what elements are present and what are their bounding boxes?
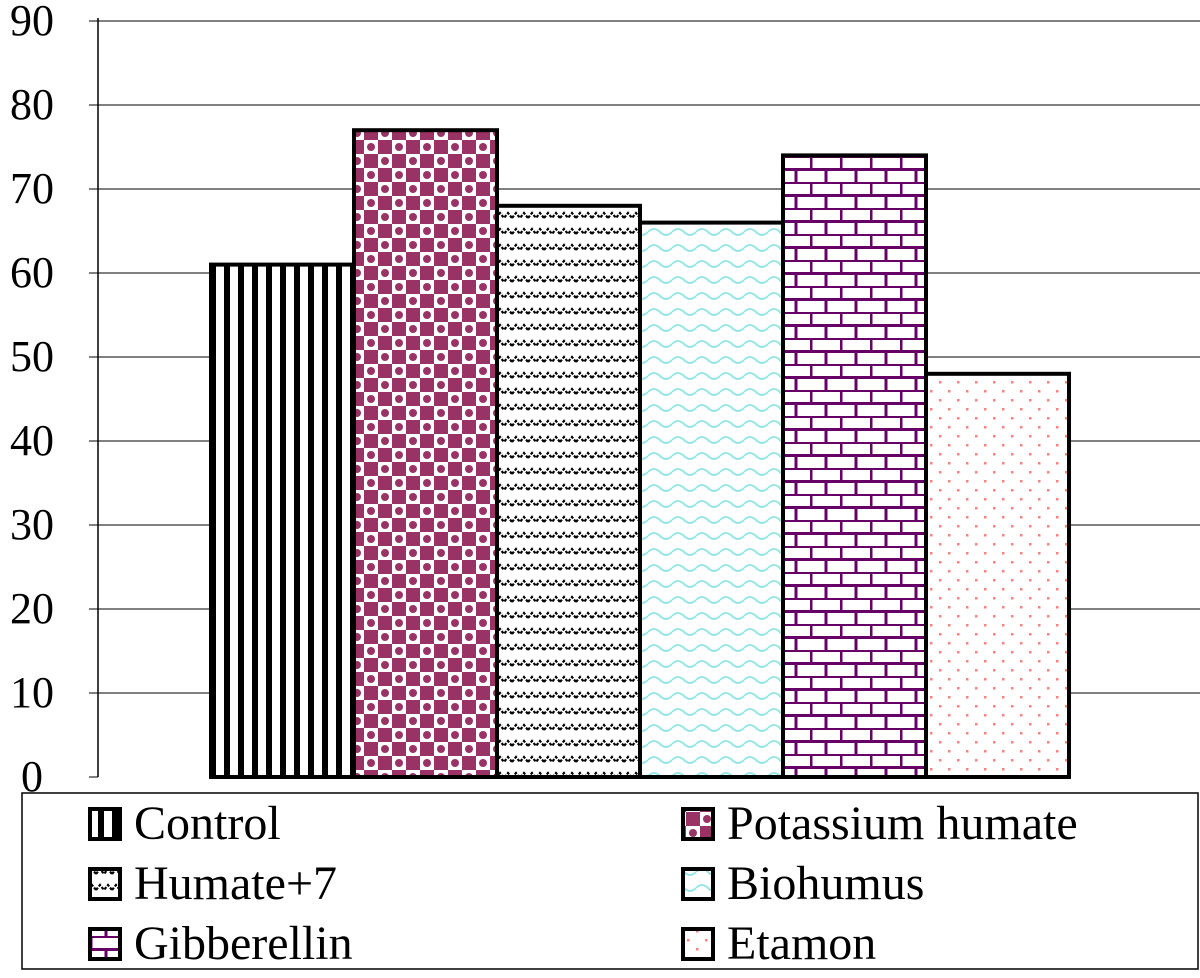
- legend-label: Biohumus: [727, 857, 924, 910]
- legend-swatch: [681, 927, 715, 961]
- legend-label: Humate+7: [134, 857, 337, 910]
- legend-box: [21, 792, 1199, 970]
- bar-control: [209, 262, 356, 780]
- legend-label: Control: [134, 797, 281, 850]
- legend: Control Potassium humate Humate+7 Biohumus G…: [21, 792, 1199, 970]
- legend-label: Etamon: [727, 917, 876, 970]
- bar-humate-7: [495, 203, 642, 780]
- y-tick-label: 80: [10, 80, 54, 129]
- y-tick-label: 0: [21, 752, 43, 801]
- y-tick-label: 10: [10, 668, 54, 717]
- y-tick-label: 30: [10, 500, 54, 549]
- bar-biohumus: [638, 220, 785, 780]
- bar-potassium-humate: [352, 128, 499, 779]
- y-axis: 0 10 20 30 40 50 60 70 80 90: [10, 0, 99, 801]
- legend-swatch: [88, 867, 122, 901]
- y-tick-label: 70: [10, 164, 54, 213]
- legend-label: Potassium humate: [727, 797, 1078, 850]
- y-tick-label: 40: [10, 416, 54, 465]
- legend-swatch: [681, 867, 715, 901]
- legend-swatch: [88, 927, 122, 961]
- y-tick-label: 90: [10, 0, 54, 45]
- legend-label: Gibberellin: [134, 917, 353, 970]
- bar-etamon: [924, 371, 1071, 779]
- y-tick-label: 50: [10, 332, 54, 381]
- y-tick-label: 60: [10, 248, 54, 297]
- legend-swatch: [681, 807, 715, 841]
- bar-gibberellin: [781, 153, 928, 779]
- y-tick-label: 20: [10, 584, 54, 633]
- bars: [209, 128, 1071, 780]
- legend-swatch: [88, 807, 122, 841]
